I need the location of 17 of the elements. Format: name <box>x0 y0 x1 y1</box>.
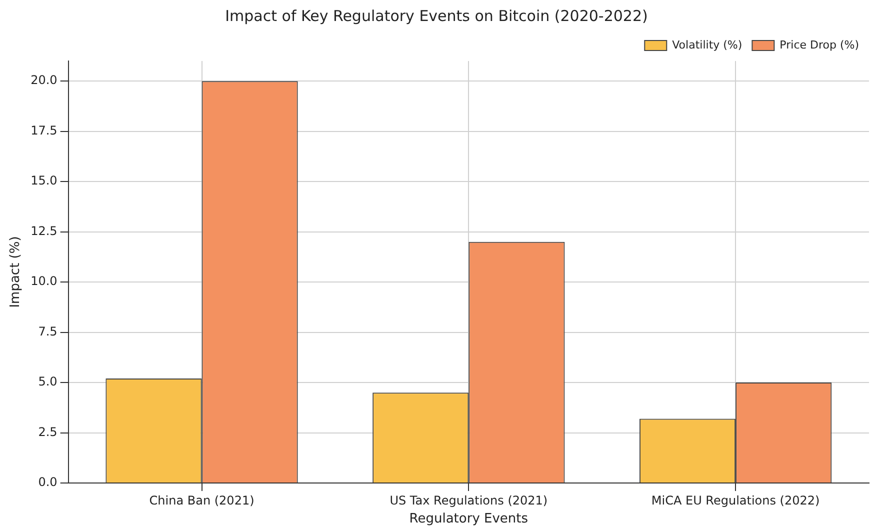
y-tick-label: 0.0 <box>38 475 58 490</box>
y-tick-label: 2.5 <box>38 424 58 439</box>
y-tick-label: 5.0 <box>38 374 58 389</box>
y-tick-label: 15.0 <box>30 174 58 188</box>
x-axis-title: Regulatory Events <box>409 512 528 527</box>
y-tick-label: 17.5 <box>30 123 58 138</box>
y-tick-label: 12.5 <box>30 224 58 238</box>
y-tick-label: 7.5 <box>38 324 58 338</box>
legend-label: Volatility (%) <box>672 38 742 52</box>
y-tick-label: 20.0 <box>30 73 58 88</box>
x-tick-label: China Ban (2021) <box>149 493 254 508</box>
x-tick-label: MiCA EU Regulations (2022) <box>651 493 820 508</box>
x-tick-label: US Tax Regulations (2021) <box>390 493 548 508</box>
chart-title: Impact of Key Regulatory Events on Bitcoin (2020-2022) <box>225 6 648 25</box>
y-tick-label: 10.0 <box>30 274 58 288</box>
legend-label: Price Drop (%) <box>780 38 859 52</box>
y-axis-title: Impact (%) <box>8 236 24 308</box>
